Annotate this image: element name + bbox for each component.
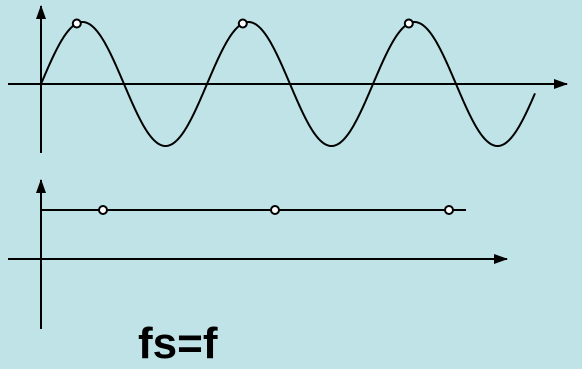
sample-point <box>403 18 414 29</box>
bottom-panel <box>8 179 508 329</box>
sample-point <box>71 18 82 29</box>
sampled-point <box>98 205 108 215</box>
top-panel <box>8 5 568 153</box>
top-samples <box>71 18 414 29</box>
bottom-samples <box>98 205 454 215</box>
caption: fs=f <box>138 319 218 368</box>
sine-wave <box>40 21 536 147</box>
sampled-point <box>444 205 454 215</box>
sample-point <box>237 18 248 29</box>
sampled-point <box>270 205 280 215</box>
